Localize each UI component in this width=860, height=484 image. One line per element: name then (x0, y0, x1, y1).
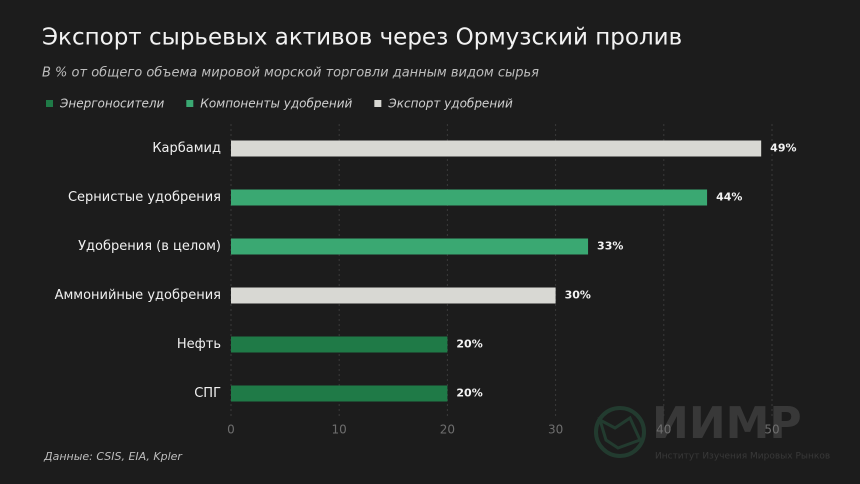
y-tick-label: СПГ (194, 386, 221, 401)
watermark: ИИМР Институт Изучения Мировых Рынков (594, 398, 830, 462)
bar (231, 385, 448, 402)
legend-swatch (374, 100, 382, 107)
bar (231, 336, 448, 353)
value-label: 49% (770, 142, 796, 155)
value-label: 33% (597, 240, 623, 253)
value-label: 44% (716, 191, 742, 204)
y-tick-label: Сернистые удобрения (68, 190, 221, 205)
bar (231, 189, 708, 206)
value-label: 20% (456, 387, 482, 400)
legend-swatch (186, 100, 194, 107)
legend-label: Экспорт удобрений (387, 97, 513, 111)
x-tick-label: 40 (656, 423, 671, 437)
x-tick-label: 10 (332, 423, 347, 437)
chart-subtitle: В % от общего объема мировой морской тор… (42, 66, 539, 81)
bar (231, 287, 556, 304)
watermark-icon (597, 415, 643, 450)
x-tick-label: 30 (548, 423, 563, 437)
value-label: 20% (456, 338, 482, 351)
y-tick-label: Удобрения (в целом) (78, 239, 221, 254)
value-label: 30% (565, 289, 591, 302)
watermark-icon (594, 406, 646, 458)
chart-title: Экспорт сырьевых активов через Ормузский… (42, 25, 682, 51)
x-tick-label: 50 (764, 423, 779, 437)
y-tick-label: Нефть (177, 337, 221, 352)
watermark-subtitle: Институт Изучения Мировых Рынков (655, 452, 830, 462)
bar (231, 238, 589, 255)
y-tick-label: Аммонийные удобрения (55, 288, 221, 303)
bar (231, 140, 762, 157)
legend-swatch (46, 100, 53, 107)
legend-label: Энергоносители (59, 97, 164, 111)
y-tick-label: Карбамид (152, 141, 221, 156)
x-tick-label: 20 (440, 423, 455, 437)
source: Данные: CSIS, EIA, Kpler (43, 450, 183, 463)
watermark-title: ИИМР (652, 398, 802, 449)
x-tick-label: 0 (227, 423, 235, 437)
legend-label: Компоненты удобрений (200, 97, 352, 111)
